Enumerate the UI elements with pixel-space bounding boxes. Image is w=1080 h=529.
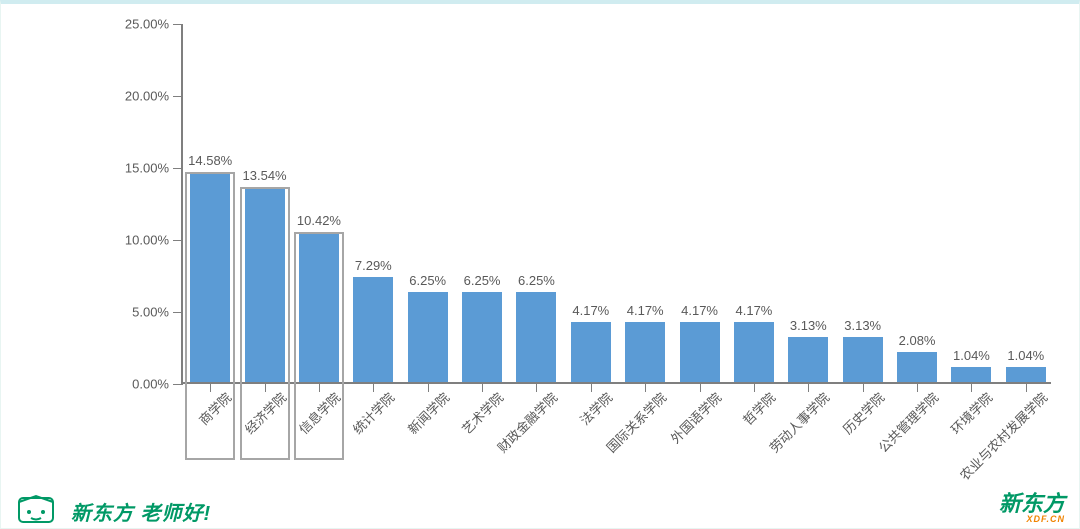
bar-value-label: 7.29% xyxy=(355,258,392,277)
bar: 1.04% xyxy=(951,367,991,382)
brand-logo: 新东方 XDF.CN xyxy=(999,493,1065,524)
bar-value-label: 1.04% xyxy=(953,348,990,367)
bar-value-label: 4.17% xyxy=(627,303,664,322)
bar-value-label: 4.17% xyxy=(572,303,609,322)
bar-value-label: 6.25% xyxy=(518,273,555,292)
mascot-icon xyxy=(7,484,65,528)
bar-value-label: 10.42% xyxy=(297,213,341,232)
bar-value-label: 4.17% xyxy=(736,303,773,322)
brand-logo-main: 新东方 xyxy=(999,491,1065,516)
bar-value-label: 6.25% xyxy=(409,273,446,292)
slogan-text: 新东方 老师好! xyxy=(71,497,211,526)
y-axis-label: 25.00% xyxy=(125,17,183,32)
footer-bar: 新东方 老师好! 新东方 XDF.CN xyxy=(1,494,1079,528)
bar-value-label: 3.13% xyxy=(844,318,881,337)
y-axis-label: 15.00% xyxy=(125,161,183,176)
bar: 4.17% xyxy=(571,322,611,382)
chart-frame: 0.00% 5.00% 10.00% 15.00% 20.00% 25.00% 14.58%… xyxy=(0,0,1080,529)
highlight-box xyxy=(294,232,344,460)
bar-value-label: 14.58% xyxy=(188,153,232,172)
bar: 4.17% xyxy=(625,322,665,382)
bar: 6.25% xyxy=(462,292,502,382)
bar: 7.29% xyxy=(353,277,393,382)
bar: 2.08% xyxy=(897,352,937,382)
y-axis-label: 10.00% xyxy=(125,233,183,248)
bar: 3.13% xyxy=(843,337,883,382)
bar: 4.17% xyxy=(734,322,774,382)
x-axis-label: 法学院 xyxy=(571,383,616,428)
bar: 4.17% xyxy=(680,322,720,382)
bar: 6.25% xyxy=(516,292,556,382)
x-axis-label: 哲学院 xyxy=(734,383,779,428)
x-axis-label: 统计学院 xyxy=(344,383,398,437)
bar-value-label: 1.04% xyxy=(1007,348,1044,367)
highlight-box xyxy=(240,187,290,460)
brand-logo-sub: XDF.CN xyxy=(999,515,1065,524)
y-axis-label: 0.00% xyxy=(132,377,183,392)
bar-value-label: 2.08% xyxy=(899,333,936,352)
bar: 3.13% xyxy=(788,337,828,382)
bar-chart: 0.00%5.00%10.00%15.00%20.00%25.00%14.58%… xyxy=(101,24,1061,464)
bar-value-label: 4.17% xyxy=(681,303,718,322)
x-axis-label: 外国语学院 xyxy=(661,383,725,447)
bar-value-label: 6.25% xyxy=(464,273,501,292)
plot-area: 0.00%5.00%10.00%15.00%20.00%25.00%14.58%… xyxy=(181,24,1051,384)
y-axis-label: 5.00% xyxy=(132,305,183,320)
y-axis-label: 20.00% xyxy=(125,89,183,104)
highlight-box xyxy=(185,172,235,460)
bar: 6.25% xyxy=(408,292,448,382)
x-axis-label: 新闻学院 xyxy=(398,383,452,437)
bar-value-label: 3.13% xyxy=(790,318,827,337)
bar: 1.04% xyxy=(1006,367,1046,382)
bar-value-label: 13.54% xyxy=(243,168,287,187)
